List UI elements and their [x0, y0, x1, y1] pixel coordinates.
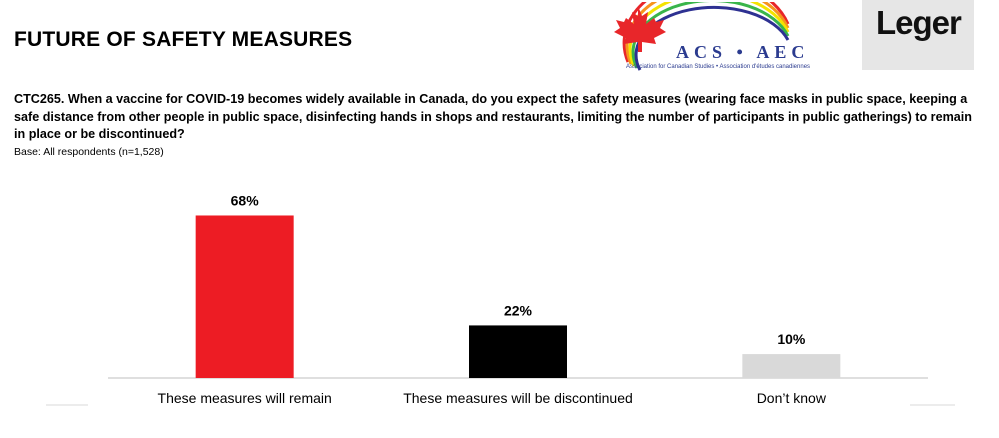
category-label-2: These measures will be discontinued — [403, 390, 633, 406]
acs-aec-logo-text: ACS • AEC — [676, 42, 810, 62]
bar-3 — [742, 354, 841, 378]
page-title: FUTURE OF SAFETY MEASURES — [14, 28, 353, 51]
data-label-1: 68% — [231, 192, 260, 208]
question-text: CTC265. When a vaccine for COVID-19 beco… — [14, 92, 972, 141]
leger-logo-text: Leger — [876, 4, 962, 41]
category-label-1: These measures will remain — [158, 390, 332, 406]
category-label-3: Don’t know — [757, 390, 827, 406]
base-note: Base: All respondents (n=1,528) — [14, 146, 164, 158]
data-label-2: 22% — [504, 302, 533, 318]
data-label-3: 10% — [777, 331, 806, 347]
bar-2 — [469, 325, 567, 378]
acs-aec-logo: ACS • AEC Association for Canadian Studi… — [598, 0, 850, 72]
bar-1 — [195, 215, 294, 378]
maple-leaf-rainbow-icon — [614, 0, 790, 71]
leger-logo: Leger — [862, 0, 974, 70]
acs-aec-logo-subtitle: Association for Canadian Studies • Assoc… — [626, 64, 811, 70]
